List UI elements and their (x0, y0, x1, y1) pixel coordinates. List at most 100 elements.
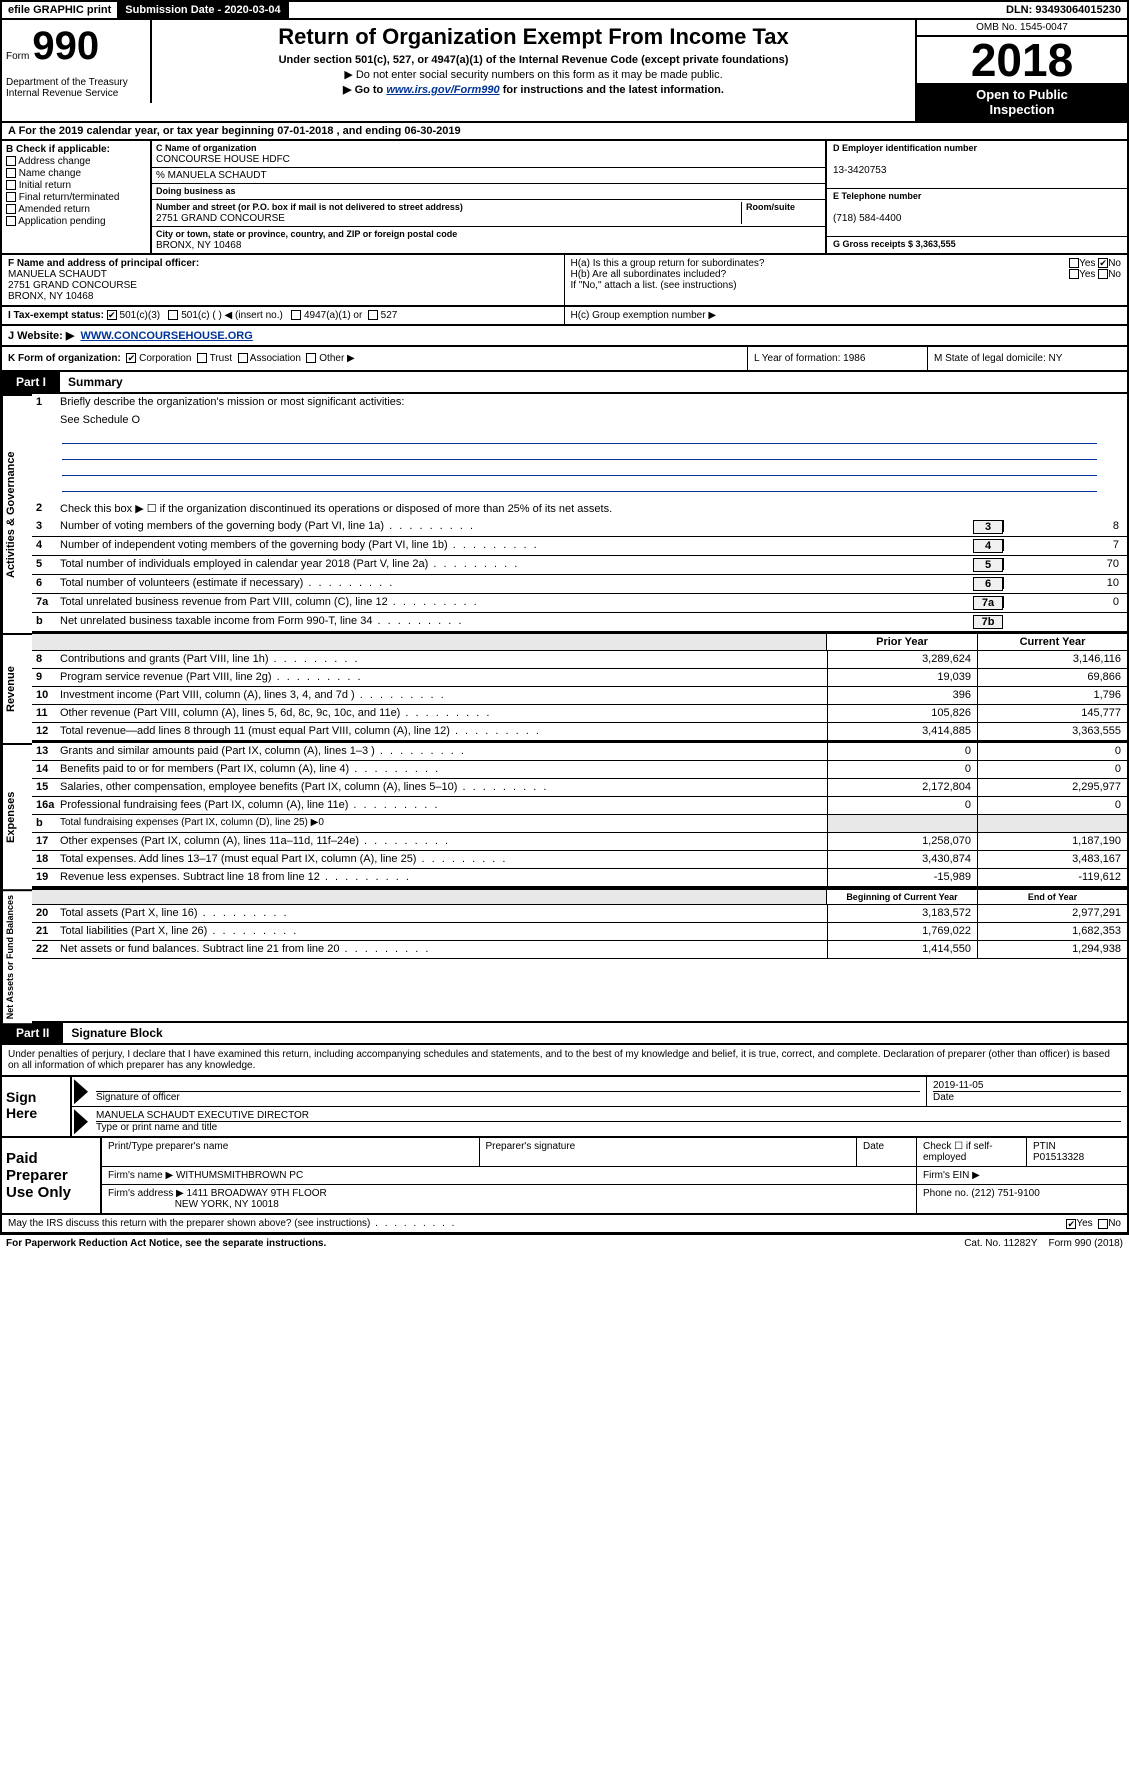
table-row: 13Grants and similar amounts paid (Part … (32, 743, 1127, 761)
line7b: Net unrelated business taxable income fr… (60, 615, 973, 627)
arrow-icon (74, 1079, 88, 1104)
table-row: 19Revenue less expenses. Subtract line 1… (32, 869, 1127, 887)
sig-officer-label: Signature of officer (96, 1091, 920, 1103)
line6: Total number of volunteers (estimate if … (60, 577, 973, 589)
table-row: 21Total liabilities (Part X, line 26)1,7… (32, 923, 1127, 941)
tax-year: 2018 (917, 37, 1127, 83)
preparer-sig-label: Preparer's signature (480, 1138, 858, 1166)
form-footer: Form 990 (2018) (1049, 1238, 1123, 1249)
chk-amended[interactable]: Amended return (6, 204, 146, 215)
tax-period: A For the 2019 calendar year, or tax yea… (0, 123, 1129, 141)
org-info: B Check if applicable: Address change Na… (0, 141, 1129, 255)
sign-section: Sign Here Signature of officer 2019-11-0… (0, 1077, 1129, 1138)
chk-address[interactable]: Address change (6, 156, 146, 167)
table-row: 17Other expenses (Part IX, column (A), l… (32, 833, 1127, 851)
table-row: 8Contributions and grants (Part VIII, li… (32, 651, 1127, 669)
part1-header: Part I Summary (0, 372, 1129, 394)
subtitle-2: ▶ Do not enter social security numbers o… (162, 68, 905, 81)
val7a: 0 (1003, 596, 1123, 608)
org-name: CONCOURSE HOUSE HDFC (156, 154, 290, 165)
form-title: Return of Organization Exempt From Incom… (162, 24, 905, 50)
firm-name: WITHUMSMITHBROWN PC (176, 1170, 303, 1181)
chk-namechange[interactable]: Name change (6, 168, 146, 179)
side-netassets: Net Assets or Fund Balances (2, 889, 32, 1023)
end-year-header: End of Year (977, 890, 1127, 904)
hc-label: H(c) Group exemption number ▶ (565, 307, 1128, 324)
part2-header: Part II Signature Block (0, 1023, 1129, 1045)
paid-preparer: Paid Preparer Use Only Print/Type prepar… (0, 1138, 1129, 1215)
line1: Briefly describe the organization's miss… (60, 396, 1123, 408)
table-row: bTotal fundraising expenses (Part IX, co… (32, 815, 1127, 833)
line4: Number of independent voting members of … (60, 539, 973, 551)
officer-section: F Name and address of principal officer:… (0, 255, 1129, 307)
dba-label: Doing business as (156, 186, 236, 196)
table-row: 15Salaries, other compensation, employee… (32, 779, 1127, 797)
officer-name: MANUELA SCHAUDT (8, 269, 107, 280)
subtitle-3: ▶ Go to www.irs.gov/Form990 for instruct… (162, 83, 905, 96)
table-row: 9Program service revenue (Part VIII, lin… (32, 669, 1127, 687)
website-link[interactable]: WWW.CONCOURSEHOUSE.ORG (80, 330, 252, 342)
preparer-date-label: Date (857, 1138, 917, 1166)
line3: Number of voting members of the governin… (60, 520, 973, 532)
perjury-text: Under penalties of perjury, I declare th… (0, 1045, 1129, 1077)
cat-no: Cat. No. 11282Y (964, 1238, 1037, 1249)
chk-initial[interactable]: Initial return (6, 180, 146, 191)
arrow-icon (74, 1109, 88, 1134)
table-row: 22Net assets or fund balances. Subtract … (32, 941, 1127, 959)
chk-pending[interactable]: Application pending (6, 216, 146, 227)
table-row: 18Total expenses. Add lines 13–17 (must … (32, 851, 1127, 869)
begin-year-header: Beginning of Current Year (827, 890, 977, 904)
val5: 70 (1003, 558, 1123, 570)
gross-receipts: G Gross receipts $ 3,363,555 (833, 239, 956, 249)
table-row: 11Other revenue (Part VIII, column (A), … (32, 705, 1127, 723)
line7a: Total unrelated business revenue from Pa… (60, 596, 973, 608)
state-domicile: M State of legal domicile: NY (927, 347, 1127, 370)
prior-year-header: Prior Year (827, 634, 977, 650)
korg-row: K Form of organization: ✔ Corporation Tr… (0, 347, 1129, 372)
website-row: J Website: ▶ WWW.CONCOURSEHOUSE.ORG (0, 326, 1129, 347)
chk-final[interactable]: Final return/terminated (6, 192, 146, 203)
table-row: 12Total revenue—add lines 8 through 11 (… (32, 723, 1127, 741)
efile-label[interactable]: efile GRAPHIC print (2, 2, 119, 18)
side-governance: Activities & Governance (2, 394, 32, 633)
year-formation: L Year of formation: 1986 (747, 347, 927, 370)
form-header: Form 990 Department of the Treasury Inte… (0, 20, 1129, 123)
side-revenue: Revenue (2, 633, 32, 743)
line1-value: See Schedule O (60, 414, 1123, 426)
table-row: 14Benefits paid to or for members (Part … (32, 761, 1127, 779)
val3: 8 (1003, 520, 1123, 532)
table-row: 16aProfessional fundraising fees (Part I… (32, 797, 1127, 815)
form-word: Form (6, 51, 29, 62)
footer-row: For Paperwork Reduction Act Notice, see … (0, 1234, 1129, 1252)
form-number: 990 (32, 24, 99, 68)
preparer-name-label: Print/Type preparer's name (102, 1138, 480, 1166)
hb-note: If "No," attach a list. (see instruction… (571, 280, 1122, 291)
street: 2751 GRAND CONCOURSE (156, 213, 285, 224)
care-of: % MANUELA SCHAUDT (152, 168, 825, 184)
table-row: 10Investment income (Part VIII, column (… (32, 687, 1127, 705)
current-year-header: Current Year (977, 634, 1127, 650)
sig-date: 2019-11-05 (933, 1080, 983, 1091)
dln: DLN: 93493064015230 (1000, 2, 1127, 18)
firm-addr2: NEW YORK, NY 10018 (175, 1199, 279, 1210)
ein: 13-3420753 (833, 165, 886, 176)
city: BRONX, NY 10468 (156, 240, 241, 251)
ha-label: H(a) Is this a group return for subordin… (571, 258, 765, 269)
subtitle-1: Under section 501(c), 527, or 4947(a)(1)… (162, 54, 905, 66)
officer-addr2: BRONX, NY 10468 (8, 291, 93, 302)
check-b-label: B Check if applicable: (6, 144, 146, 155)
open-public: Open to PublicInspection (917, 83, 1127, 121)
officer-addr1: 2751 GRAND CONCOURSE (8, 280, 137, 291)
line5: Total number of individuals employed in … (60, 558, 973, 570)
irs-link[interactable]: www.irs.gov/Form990 (386, 84, 499, 96)
telephone: (718) 584-4400 (833, 213, 901, 224)
ptin: P01513328 (1033, 1152, 1084, 1163)
table-row: 20Total assets (Part X, line 16)3,183,57… (32, 905, 1127, 923)
discuss-row: May the IRS discuss this return with the… (0, 1215, 1129, 1234)
val6: 10 (1003, 577, 1123, 589)
dept-treasury: Department of the Treasury (6, 77, 146, 88)
hb-label: H(b) Are all subordinates included? (571, 269, 727, 280)
dept-irs: Internal Revenue Service (6, 88, 146, 99)
officer-printed: MANUELA SCHAUDT EXECUTIVE DIRECTOR (96, 1110, 309, 1121)
self-employed-label: Check ☐ if self-employed (917, 1138, 1027, 1166)
